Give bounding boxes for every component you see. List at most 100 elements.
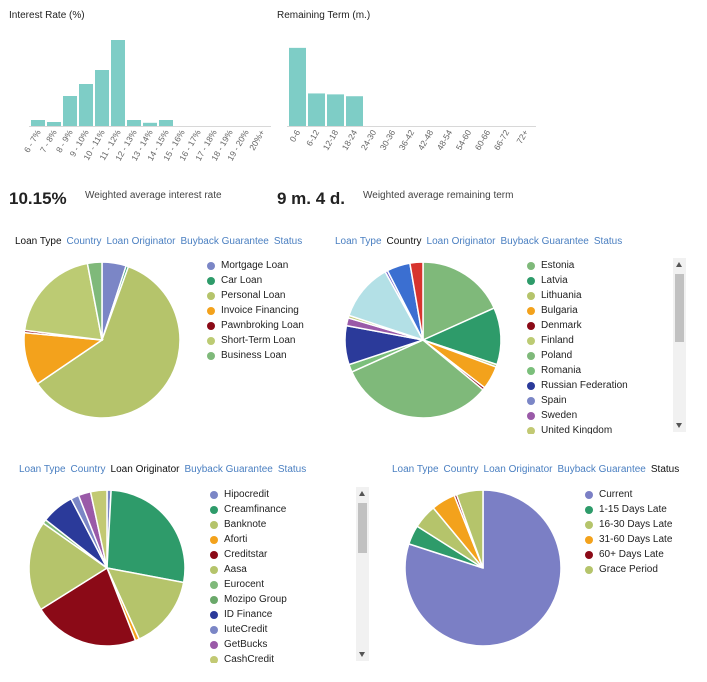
bar-10 - 11% — [95, 70, 109, 126]
bar-6-12 — [308, 93, 325, 126]
bar-18-24 — [346, 96, 363, 126]
tab-status[interactable]: Status — [650, 464, 680, 475]
legend-item[interactable]: Short-Term Loan — [207, 333, 304, 348]
bar-9 - 10% — [79, 84, 93, 126]
legend-item[interactable]: Hipocredit — [210, 487, 287, 502]
legend-item[interactable]: Current — [585, 487, 672, 502]
legend-label: Poland — [541, 350, 573, 361]
interest-rate-value: 10.15% — [9, 189, 67, 208]
tab-buyback-guarantee[interactable]: Buyback Guarantee — [500, 236, 589, 247]
legend-item[interactable]: 60+ Days Late — [585, 547, 672, 562]
legend-item[interactable]: Car Loan — [207, 273, 304, 288]
legend-item[interactable]: Finland — [527, 333, 628, 348]
tab-loan-type[interactable]: Loan Type — [19, 464, 66, 475]
legend-item[interactable]: Personal Loan — [207, 288, 304, 303]
legend-item[interactable]: Invoice Financing — [207, 303, 304, 318]
legend-item[interactable]: Pawnbroking Loan — [207, 318, 304, 333]
tab-loan-originator[interactable]: Loan Originator — [106, 236, 176, 247]
legend-item[interactable]: IuteCredit — [210, 622, 287, 637]
legend-swatch — [210, 595, 218, 604]
legend-label: Short-Term Loan — [221, 335, 296, 346]
tab-status[interactable]: Status — [593, 236, 623, 247]
legend-item[interactable]: Creamfinance — [210, 502, 287, 517]
tab-country[interactable]: Country — [443, 464, 479, 475]
legend-item[interactable]: CashCredit — [210, 652, 287, 663]
legend-item[interactable]: Eurocent — [210, 577, 287, 592]
legend-item[interactable]: Denmark — [527, 318, 628, 333]
tab-country[interactable]: Country — [386, 236, 422, 247]
legend-item[interactable]: Mozipo Group — [210, 592, 287, 607]
legend-label: 31-60 Days Late — [599, 534, 673, 545]
legend-swatch — [207, 276, 215, 285]
legend-item[interactable]: Poland — [527, 348, 628, 363]
scroll-down-icon[interactable] — [676, 423, 682, 428]
remaining-term-histogram: 0-6 6-12 12-18 18-24 24-30 30-36 36-42 42-48 48-… — [287, 47, 536, 152]
tab-loan-originator[interactable]: Loan Originator — [426, 236, 496, 247]
legend-label: Denmark — [541, 320, 582, 331]
legend-item[interactable]: Grace Period — [585, 562, 672, 577]
legend-label: Aasa — [224, 564, 247, 575]
slice-poland — [350, 339, 485, 419]
tab-loan-type[interactable]: Loan Type — [392, 464, 439, 475]
scroll-thumb[interactable] — [358, 503, 367, 553]
legend-swatch — [527, 306, 535, 315]
legend-item[interactable]: Latvia — [527, 273, 628, 288]
legend-item[interactable]: ID Finance — [210, 607, 287, 622]
country-legend: Estonia Latvia Lithuania Bulgaria Denmark Fin… — [527, 258, 628, 434]
tab-buyback-guarantee[interactable]: Buyback Guarantee — [184, 464, 273, 475]
country-legend-scrollbar[interactable] — [673, 258, 686, 432]
legend-item[interactable]: Creditstar — [210, 547, 287, 562]
legend-swatch — [585, 490, 593, 499]
scroll-down-icon[interactable] — [359, 652, 365, 657]
legend-item[interactable]: Lithuania — [527, 288, 628, 303]
legend-item[interactable]: Mortgage Loan — [207, 258, 304, 273]
tab-loan-originator[interactable]: Loan Originator — [110, 464, 180, 475]
slice-cashcredit — [89, 489, 108, 569]
legend-item[interactable]: Romania — [527, 363, 628, 378]
tab-loan-originator[interactable]: Loan Originator — [483, 464, 553, 475]
legend-item[interactable]: Russian Federation — [527, 378, 628, 393]
legend-item[interactable]: United Kingdom — [527, 423, 628, 434]
tick-label: 36-42 — [397, 128, 417, 152]
country-pie — [344, 261, 502, 419]
scroll-up-icon[interactable] — [359, 491, 365, 496]
legend-item[interactable]: Aforti — [210, 532, 287, 547]
tab-status[interactable]: Status — [277, 464, 307, 475]
legend-label: Current — [599, 489, 633, 500]
legend-item[interactable]: Spain — [527, 393, 628, 408]
legend-label: Creamfinance — [224, 504, 287, 515]
tick-label: 20%+ — [247, 128, 267, 152]
legend-item[interactable]: Estonia — [527, 258, 628, 273]
tab-country[interactable]: Country — [66, 236, 102, 247]
scroll-up-icon[interactable] — [676, 262, 682, 267]
legend-item[interactable]: 1-15 Days Late — [585, 502, 672, 517]
tab-status[interactable]: Status — [273, 236, 303, 247]
tab-country[interactable]: Country — [70, 464, 106, 475]
legend-label: 1-15 Days Late — [599, 504, 667, 515]
legend-swatch — [527, 336, 535, 345]
legend-item[interactable]: Banknote — [210, 517, 287, 532]
legend-item[interactable]: GetBucks — [210, 637, 287, 652]
legend-item[interactable]: 16-30 Days Late — [585, 517, 672, 532]
legend-item[interactable]: Sweden — [527, 408, 628, 423]
bar-7 - 8% — [47, 122, 61, 126]
bar-0-6 — [289, 47, 306, 126]
legend-label: CashCredit — [224, 654, 275, 663]
legend-swatch — [210, 550, 218, 559]
legend-item[interactable]: Business Loan — [207, 348, 304, 363]
tab-loan-type[interactable]: Loan Type — [335, 236, 382, 247]
interest-rate-caption: Weighted average interest rate — [85, 190, 222, 201]
tab-buyback-guarantee[interactable]: Buyback Guarantee — [180, 236, 269, 247]
legend-item[interactable]: Aasa — [210, 562, 287, 577]
tick-label: 48-54 — [435, 128, 455, 152]
legend-label: Finland — [541, 335, 574, 346]
legend-item[interactable]: Bulgaria — [527, 303, 628, 318]
tab-buyback-guarantee[interactable]: Buyback Guarantee — [557, 464, 646, 475]
originator-legend-scrollbar[interactable] — [356, 487, 369, 661]
country-panel-tabs: Loan Type Country Loan Originator Buyback G… — [335, 236, 627, 247]
legend-label: Bulgaria — [541, 305, 578, 316]
scroll-thumb[interactable] — [675, 274, 684, 342]
status-legend: Current 1-15 Days Late 16-30 Days Late 31-6… — [585, 487, 672, 577]
tab-loan-type[interactable]: Loan Type — [15, 236, 62, 247]
legend-item[interactable]: 31-60 Days Late — [585, 532, 672, 547]
